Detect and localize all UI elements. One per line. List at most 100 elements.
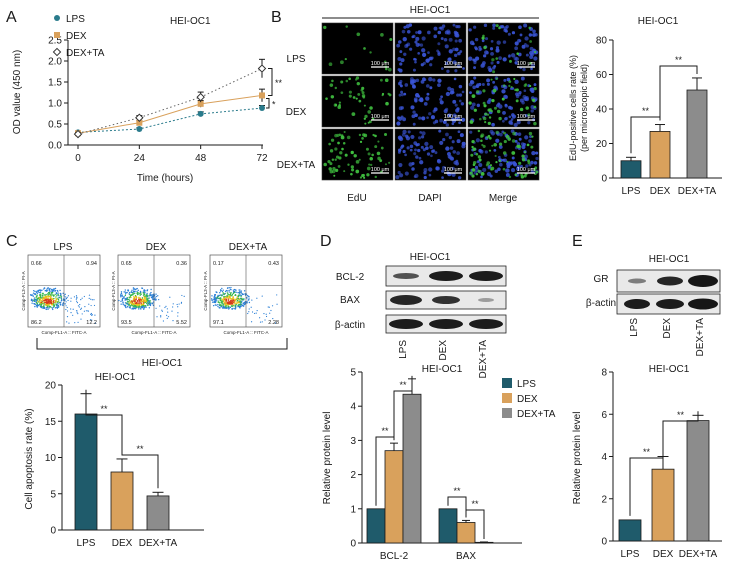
flow-event <box>219 294 221 296</box>
edu-positive-cell <box>387 92 390 96</box>
dapi-nucleus <box>507 32 511 36</box>
dapi-nucleus <box>423 168 428 172</box>
flow-event <box>36 294 38 296</box>
flow-event <box>232 289 235 291</box>
edu-positive-cell <box>356 32 361 37</box>
flow-event <box>73 296 76 298</box>
dapi-nucleus <box>451 172 456 177</box>
flow-event <box>243 299 245 301</box>
series-line-DEX <box>77 94 263 134</box>
edu-positive-cell <box>334 86 338 90</box>
dapi-nucleus <box>495 138 500 143</box>
flow-event <box>226 290 229 292</box>
edu-positive-cell <box>511 151 516 155</box>
flow-event <box>225 301 227 303</box>
flow-event <box>133 303 136 306</box>
flow-event <box>54 293 56 296</box>
dapi-nucleus <box>430 115 435 120</box>
flow-event <box>231 308 233 310</box>
flow-event <box>212 304 215 307</box>
flow-event <box>47 293 49 296</box>
dapi-nucleus <box>425 146 429 151</box>
flow-event <box>210 298 213 300</box>
edu-positive-cell <box>331 169 336 174</box>
dapi-nucleus <box>454 69 458 73</box>
flow-title-lps: LPS <box>54 242 73 253</box>
dapi-nucleus <box>461 117 466 122</box>
quadrant-value: 2.28 <box>268 320 279 326</box>
flow-event <box>139 294 141 296</box>
dapi-nucleus <box>514 79 519 85</box>
flow-event <box>177 306 179 308</box>
flow-event <box>227 298 230 300</box>
dapi-nucleus <box>511 31 516 35</box>
flow-event <box>181 294 183 297</box>
edu-positive-cell <box>528 84 532 88</box>
dapi-nucleus <box>423 175 427 180</box>
flow-event <box>43 307 46 310</box>
blot-band <box>432 296 460 304</box>
blot-d-col-dex: DEX <box>438 340 449 361</box>
legend-d-dex: DEX <box>517 394 538 405</box>
edu-positive-cell <box>508 175 512 179</box>
y-tick-label: 0 <box>601 537 607 548</box>
dapi-nucleus <box>429 63 433 67</box>
flow-ylabel: Comp-FL3-A :: PI-A <box>203 271 208 310</box>
flow-event <box>143 293 146 296</box>
flow-event <box>42 297 45 299</box>
flow-event <box>151 303 154 305</box>
edu-positive-cell <box>498 142 503 146</box>
sig-label: ** <box>381 426 389 436</box>
flow-event <box>65 301 67 303</box>
dapi-nucleus <box>448 135 453 140</box>
flow-event <box>90 298 92 300</box>
flow-event <box>157 295 159 297</box>
flow-event <box>46 300 48 302</box>
dapi-nucleus <box>397 170 401 175</box>
edu-positive-cell <box>350 165 354 169</box>
flow-event <box>183 295 185 297</box>
dapi-nucleus <box>484 150 488 154</box>
dapi-nucleus <box>428 167 433 172</box>
flow-event <box>214 298 216 300</box>
edu-positive-cell <box>501 97 505 101</box>
flow-event <box>57 298 60 301</box>
flow-event <box>248 301 251 304</box>
dapi-nucleus <box>461 141 466 146</box>
dapi-nucleus <box>504 95 509 99</box>
flow-event <box>90 304 92 307</box>
blot-band <box>389 319 423 329</box>
blot-e-col-lps: LPS <box>629 318 640 337</box>
flow-event <box>225 289 228 292</box>
dapi-nucleus <box>412 84 416 89</box>
flow-event <box>253 312 256 315</box>
panel-e-letter: E <box>572 233 583 250</box>
flow-event <box>143 291 146 293</box>
edu-positive-cell <box>478 158 482 162</box>
dapi-nucleus <box>514 61 519 65</box>
edu-positive-cell <box>468 101 472 105</box>
dapi-nucleus <box>529 135 533 139</box>
dapi-nucleus <box>417 30 422 35</box>
dapi-nucleus <box>502 110 506 115</box>
dapi-nucleus <box>414 148 417 152</box>
dapi-nucleus <box>432 121 436 125</box>
dapi-nucleus <box>457 176 462 180</box>
edu-positive-cell <box>344 153 348 157</box>
dapi-nucleus <box>445 132 449 137</box>
flow-event <box>177 312 179 314</box>
flow-event <box>149 302 151 304</box>
edu-positive-cell <box>486 113 490 116</box>
flow-event <box>55 296 57 298</box>
flow-event <box>234 305 237 307</box>
flow-event <box>48 291 51 294</box>
flow-event <box>91 299 93 301</box>
dapi-nucleus <box>417 52 420 55</box>
dapi-nucleus <box>499 132 503 137</box>
flow-event <box>243 290 246 292</box>
edu-positive-cell <box>352 96 356 99</box>
edu-positive-cell <box>350 150 354 155</box>
dapi-nucleus <box>492 80 496 84</box>
flow-event <box>64 293 66 296</box>
